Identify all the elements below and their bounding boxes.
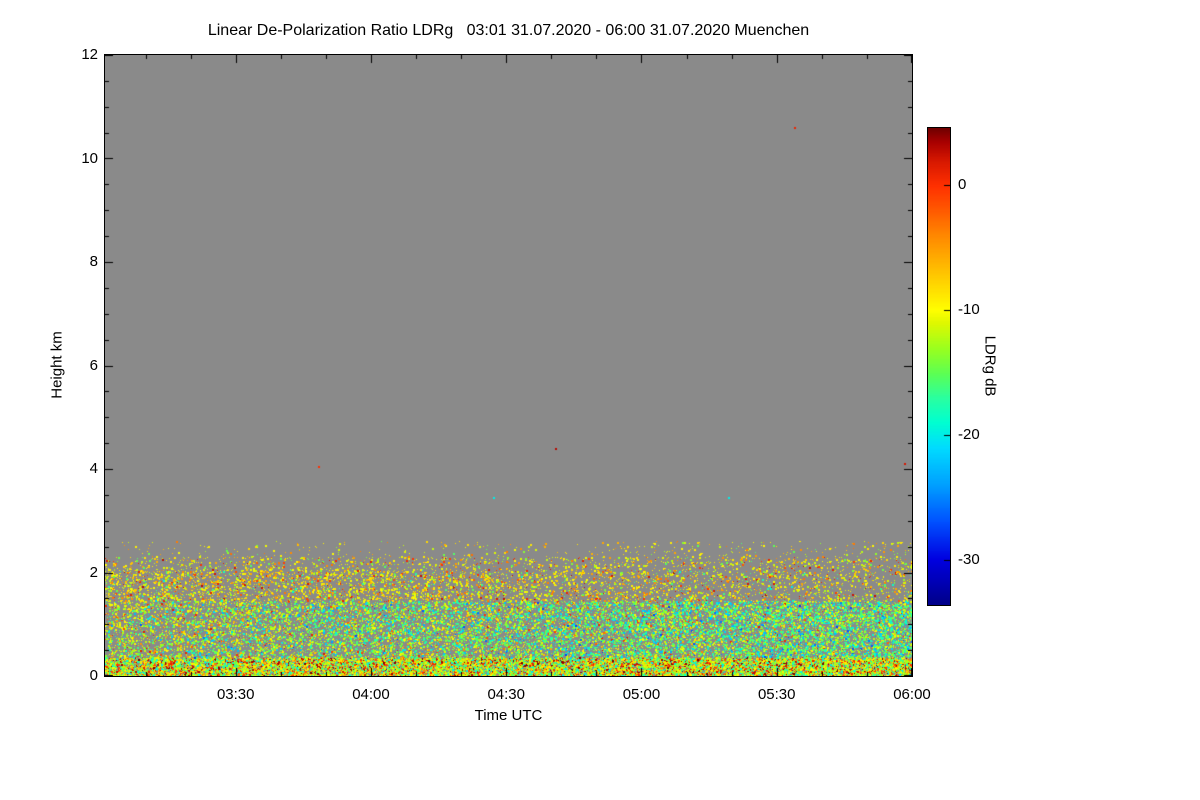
x-tick-label: 05:30	[757, 686, 796, 703]
colorbar-label: LDRg dB	[981, 335, 999, 397]
x-tick-label: 06:00	[893, 686, 931, 703]
y-tick-label: 2	[89, 563, 98, 581]
colorbar-tick-label: 0	[958, 176, 967, 193]
y-tick-label: 0	[89, 667, 98, 684]
x-tick-label: 03:30	[216, 686, 255, 703]
chart-title: Linear De-Polarization Ratio LDRg 03:01 …	[207, 22, 810, 39]
y-tick-label: 8	[89, 253, 98, 270]
colorbar-tick-label: -30	[958, 551, 980, 568]
y-tick-label: 4	[89, 460, 98, 477]
colorbar-canvas	[927, 127, 951, 606]
x-tick-label: 04:00	[352, 686, 390, 703]
colorbar-tick-label: -20	[958, 426, 980, 443]
x-tick-label: 04:30	[487, 686, 525, 703]
y-tick-label: 6	[89, 356, 98, 374]
heatmap-canvas	[104, 54, 913, 677]
x-tick-label: 05:00	[622, 686, 661, 703]
colorbar-tick-label: -10	[958, 301, 980, 318]
y-tick-label: 12	[81, 46, 98, 63]
y-tick-label: 10	[81, 149, 98, 167]
x-axis-label: Time UTC	[474, 707, 543, 724]
